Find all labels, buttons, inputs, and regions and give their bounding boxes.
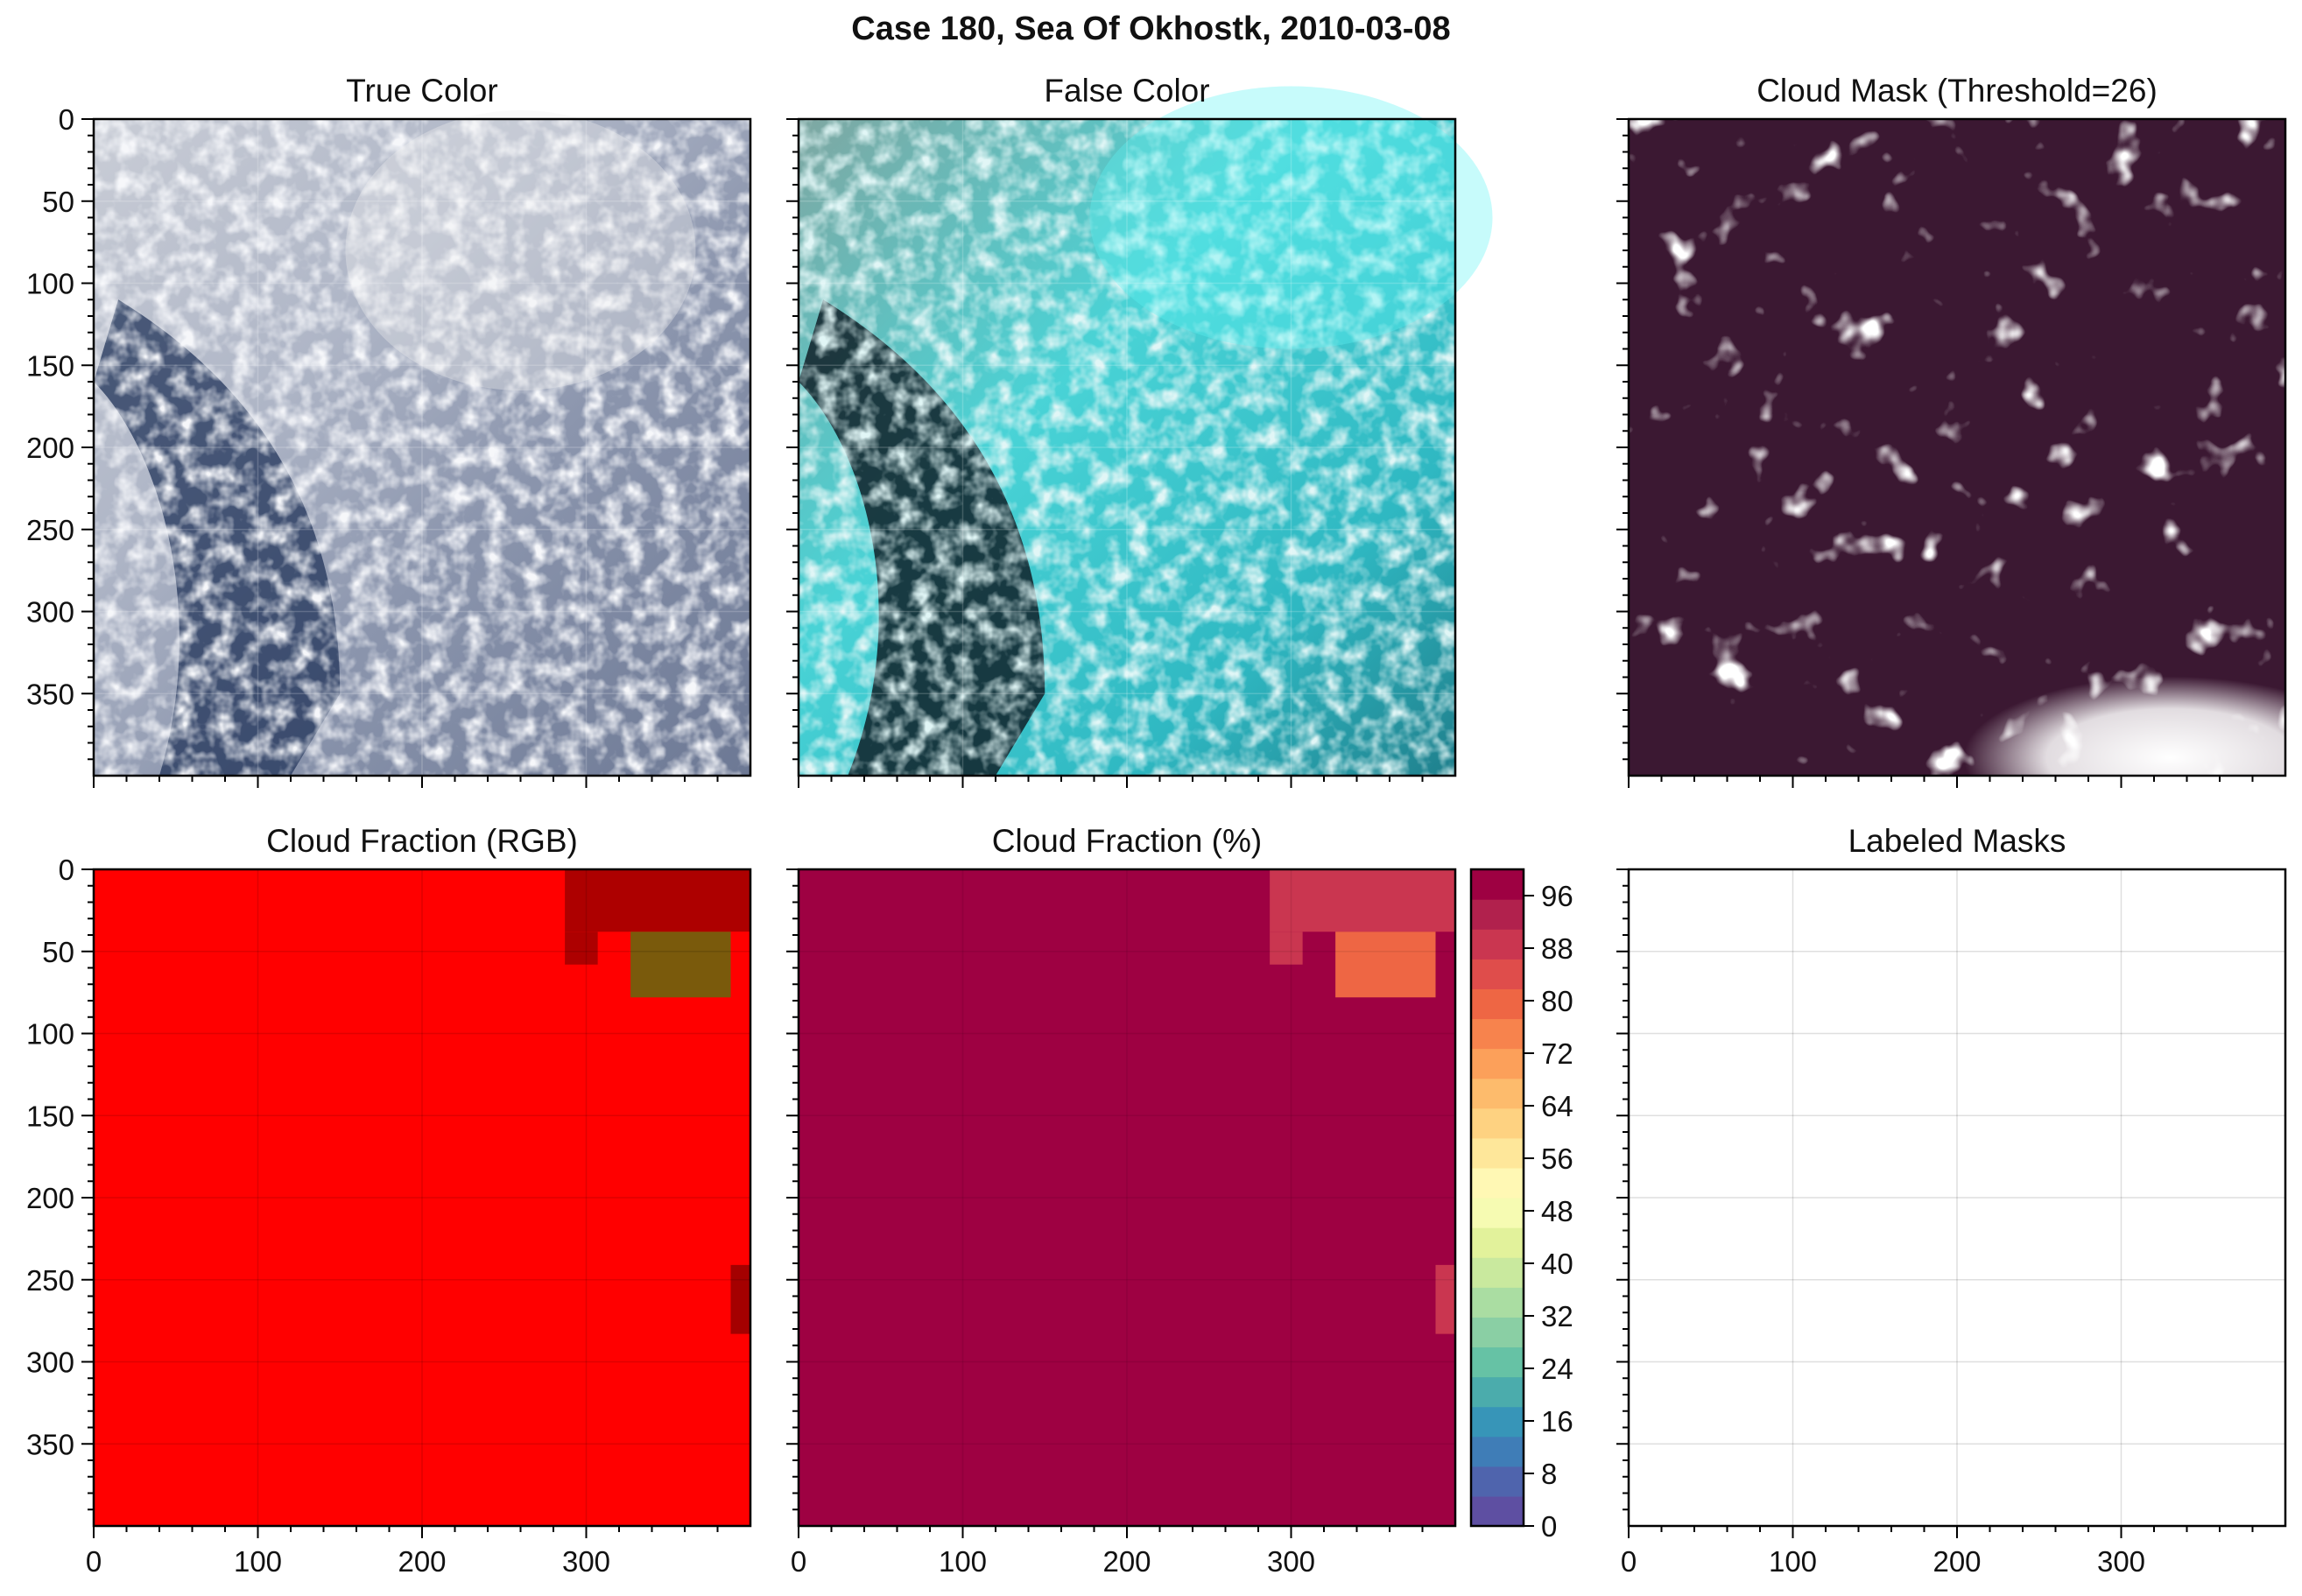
- y-tick-label: 250: [26, 514, 74, 546]
- x-tick-label: 300: [562, 1545, 610, 1578]
- labeled-masks-area: [1629, 869, 2285, 1526]
- x-tick-label: 200: [398, 1545, 446, 1578]
- colorbar-level: [1471, 959, 1524, 989]
- bright-cloud-region: [345, 110, 696, 390]
- true-color-image: [94, 110, 750, 776]
- colorbar-level: [1471, 1436, 1524, 1467]
- y-tick-label: 0: [59, 854, 74, 886]
- colorbar-tick-label: 88: [1541, 932, 1573, 965]
- cf-pct-cell: [1435, 1264, 1455, 1334]
- colorbar-level: [1471, 1406, 1524, 1438]
- colorbar-tick-label: 72: [1541, 1037, 1573, 1070]
- colorbar-level: [1471, 1198, 1524, 1228]
- colorbar-level: [1471, 1317, 1524, 1348]
- colorbar-tick-label: 48: [1541, 1195, 1573, 1227]
- y-tick-label: 350: [26, 678, 74, 710]
- x-tick-label: 200: [1932, 1545, 1981, 1578]
- colorbar-level: [1471, 1107, 1524, 1139]
- cf-pct-cell: [1270, 869, 1455, 932]
- cloud-mask-image: [1629, 119, 2285, 776]
- colorbar-level: [1471, 1495, 1524, 1527]
- false-color-image: [799, 86, 1493, 776]
- colorbar-frame: [1469, 868, 1525, 1528]
- colorbar-tick-label: 80: [1541, 985, 1573, 1017]
- y-tick-label: 300: [26, 596, 74, 629]
- colorbar-tick-label: 64: [1541, 1090, 1573, 1122]
- colorbar-level: [1471, 1048, 1524, 1079]
- colorbar-level: [1471, 899, 1524, 930]
- colorbar-level: [1471, 1018, 1524, 1050]
- y-tick-label: 250: [26, 1264, 74, 1297]
- colorbar-level: [1471, 988, 1524, 1020]
- x-tick-label: 0: [791, 1545, 806, 1578]
- cloud-texture: [94, 119, 750, 776]
- colorbar-level: [1471, 1257, 1524, 1288]
- figure-title: Case 180, Sea Of Okhostk, 2010-03-08: [851, 11, 1451, 47]
- colorbar-level: [1471, 1376, 1524, 1408]
- y-tick-label: 350: [26, 1428, 74, 1460]
- x-tick-label: 300: [1267, 1545, 1315, 1578]
- colorbar-level: [1471, 929, 1524, 960]
- y-tick-label: 200: [26, 1182, 74, 1214]
- ice-region: [1089, 86, 1493, 349]
- cf-pct-cell: [1270, 932, 1303, 965]
- y-tick-label: 100: [26, 268, 74, 300]
- colorbar-level: [1471, 869, 1524, 900]
- colorbar-level: [1471, 1227, 1524, 1258]
- colorbar-level: [1471, 1167, 1524, 1199]
- colorbar-tick-label: 0: [1541, 1510, 1557, 1543]
- x-tick-label: 100: [1769, 1545, 1817, 1578]
- x-tick-label: 200: [1102, 1545, 1151, 1578]
- colorbar-tick-label: 24: [1541, 1353, 1573, 1385]
- cf-pct-cell: [1335, 932, 1436, 998]
- cf-rgb-cell: [630, 932, 731, 998]
- y-tick-label: 0: [59, 103, 74, 136]
- colorbar-level: [1471, 1137, 1524, 1169]
- y-tick-label: 50: [42, 186, 74, 218]
- colorbar-level: [1471, 1287, 1524, 1318]
- cloud-mask-title: Cloud Mask (Threshold=26): [1756, 73, 2158, 109]
- y-tick-label: 150: [26, 1100, 74, 1132]
- colorbar-level: [1471, 1346, 1524, 1378]
- y-tick-label: 100: [26, 1018, 74, 1051]
- x-tick-label: 100: [234, 1545, 282, 1578]
- colorbar-tick-label: 16: [1541, 1405, 1573, 1438]
- colorbar-tick-label: 8: [1541, 1458, 1557, 1490]
- cf-rgb-cell: [565, 932, 598, 965]
- x-tick-label: 0: [1621, 1545, 1637, 1578]
- cf-rgb-cell: [730, 1264, 750, 1334]
- colorbar-tick-label: 40: [1541, 1248, 1573, 1280]
- cloud-texture: [799, 119, 1455, 776]
- cf-rgb-cell: [730, 932, 750, 998]
- colorbar-tick-label: 56: [1541, 1143, 1573, 1175]
- true-color-title: True Color: [346, 73, 497, 109]
- cf-rgb-cell: [565, 869, 750, 932]
- colorbar-level: [1471, 1466, 1524, 1497]
- labeled-masks-title: Labeled Masks: [1848, 823, 2066, 859]
- mask-clear-region: [1826, 594, 2285, 776]
- cloud-fraction-pct-title: Cloud Fraction (%): [992, 823, 1262, 859]
- x-tick-label: 0: [86, 1545, 102, 1578]
- y-tick-label: 300: [26, 1346, 74, 1379]
- cloud-fraction-rgb-title: Cloud Fraction (RGB): [266, 823, 578, 859]
- x-tick-label: 100: [939, 1545, 987, 1578]
- false-color-title: False Color: [1044, 73, 1209, 109]
- y-tick-label: 150: [26, 349, 74, 382]
- y-tick-label: 200: [26, 432, 74, 464]
- y-tick-label: 50: [42, 936, 74, 968]
- colorbar-tick-label: 32: [1541, 1300, 1573, 1332]
- colorbar-level: [1471, 1078, 1524, 1109]
- x-tick-label: 300: [2097, 1545, 2145, 1578]
- colorbar-tick-label: 96: [1541, 880, 1573, 912]
